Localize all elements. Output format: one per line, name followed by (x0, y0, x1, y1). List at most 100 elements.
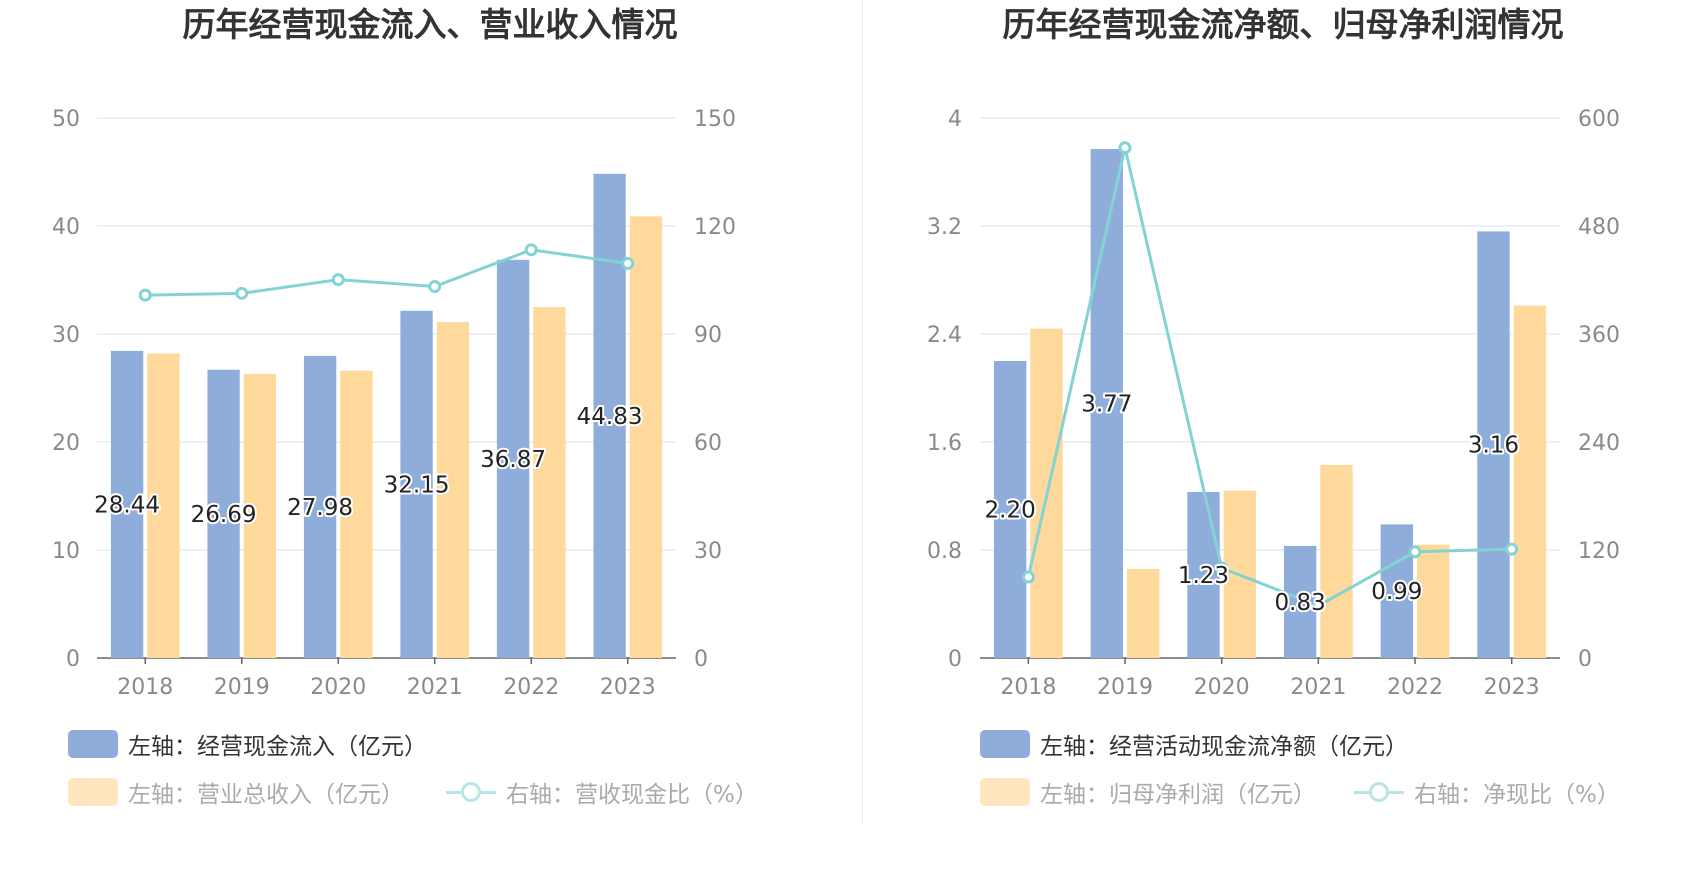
line-point (1505, 542, 1519, 556)
chart-title: 历年经营现金流净额、归母净利润情况 (1002, 5, 1564, 44)
legend-swatch-bar (980, 778, 1030, 806)
bar-series-2 (1127, 568, 1160, 658)
data-label: 27.98 (287, 495, 353, 521)
y-right-tick-label: 360 (1578, 323, 1620, 348)
legend-swatch-bar (980, 730, 1030, 758)
bar-series-2 (1417, 544, 1450, 658)
data-label: 36.87 (480, 447, 546, 473)
bar-series-2 (1320, 464, 1353, 658)
line-point (1408, 545, 1422, 559)
bar-series-2 (243, 373, 277, 658)
x-tick-label: 2022 (1387, 675, 1443, 700)
legend-item-cash-inflow[interactable]: 左轴：经营现金流入（亿元） (68, 728, 427, 760)
data-label: 28.44 (94, 492, 160, 518)
y-right-tick-label: 480 (1578, 215, 1620, 240)
bar-series-1 (1187, 491, 1220, 658)
y-left-tick-label: 1.6 (927, 431, 962, 456)
data-label: 1.23 (1178, 563, 1229, 589)
y-right-tick-label: 240 (1578, 431, 1620, 456)
y-right-tick-label: 90 (694, 323, 722, 348)
y-left-tick-label: 20 (52, 431, 80, 456)
x-tick-label: 2018 (117, 675, 173, 700)
y-right-tick-label: 150 (694, 107, 736, 132)
legend-label: 左轴：经营现金流入（亿元） (128, 734, 427, 760)
y-right-tick-label: 120 (1578, 539, 1620, 564)
x-tick-label: 2019 (214, 675, 270, 700)
panel-divider (862, 0, 863, 826)
legend-item-cash-revenue-ratio[interactable]: 右轴：营收现金比（%） (446, 776, 758, 808)
y-left-tick-label: 0 (66, 647, 80, 672)
x-tick-label: 2021 (407, 675, 463, 700)
legend-swatch-bar (68, 778, 118, 806)
bar-series-1 (1380, 524, 1413, 658)
legend-label: 左轴：经营活动现金流净额（亿元） (1040, 734, 1408, 760)
bar-series-2 (340, 370, 373, 658)
legend-swatch-line (1354, 778, 1404, 806)
x-tick-label: 2020 (1194, 675, 1250, 700)
x-tick-label: 2021 (1290, 675, 1346, 700)
line-point (524, 243, 538, 257)
data-label: 0.99 (1371, 579, 1422, 605)
legend-label: 右轴：净现比（%） (1414, 782, 1620, 808)
data-label: 32.15 (384, 472, 450, 498)
chart-plot-area: 0 0 10 30 20 60 30 90 40 120 50 150 2018 2019 2020 2021… (52, 107, 736, 700)
x-tick-label: 2020 (310, 675, 366, 700)
bar-series-1 (207, 369, 240, 658)
y-right-tick-label: 0 (1578, 647, 1592, 672)
bar-series-1 (400, 310, 433, 658)
x-tick-label: 2023 (600, 675, 656, 700)
y-right-tick-label: 600 (1578, 107, 1620, 132)
line-point (331, 273, 345, 287)
bar-series-1 (1477, 231, 1510, 658)
legend-item-net-cashflow[interactable]: 左轴：经营活动现金流净额（亿元） (980, 728, 1408, 760)
bar-series-1 (993, 361, 1027, 658)
y-left-tick-label: 10 (52, 539, 80, 564)
data-label: 3.16 (1468, 433, 1519, 459)
line-point (428, 279, 442, 293)
line-point (235, 286, 249, 300)
chart-title: 历年经营现金流入、营业收入情况 (182, 5, 678, 44)
y-left-tick-label: 3.2 (927, 215, 962, 240)
data-label: 2.20 (985, 498, 1036, 524)
y-left-tick-label: 0 (948, 647, 962, 672)
y-left-tick-label: 40 (52, 215, 80, 240)
data-label: 44.83 (577, 404, 643, 430)
bar-series-1 (593, 173, 626, 658)
line-point (1118, 141, 1132, 155)
bar-series-2 (1513, 305, 1547, 658)
legend-swatch-bar (68, 730, 118, 758)
chart-panel-net-cashflow-profit: 历年经营现金流净额、归母净利润情况 0 0 0.8 120 1.6 240 2.4 360 3.… (866, 0, 1700, 874)
bar-series-1 (110, 350, 144, 658)
y-right-tick-label: 120 (694, 215, 736, 240)
bar-series-2 (533, 307, 566, 658)
chart-plot-area: 0 0 0.8 120 1.6 240 2.4 360 3.2 480 4 600 2018 2019 20… (927, 107, 1620, 700)
legend-item-revenue[interactable]: 左轴：营业总收入（亿元） (68, 776, 404, 808)
y-left-tick-label: 50 (52, 107, 80, 132)
bar-series-1 (303, 355, 337, 658)
legend-label: 右轴：营收现金比（%） (506, 782, 758, 808)
y-left-tick-label: 0.8 (927, 539, 962, 564)
legend-item-net-cash-ratio[interactable]: 右轴：净现比（%） (1354, 776, 1620, 808)
y-right-tick-label: 0 (694, 647, 708, 672)
x-tick-label: 2019 (1097, 675, 1153, 700)
legend-swatch-line (446, 778, 496, 806)
x-tick-label: 2023 (1484, 675, 1540, 700)
data-label: 26.69 (191, 502, 257, 528)
data-label: 3.77 (1081, 392, 1132, 418)
y-left-tick-label: 4 (948, 107, 962, 132)
y-left-tick-label: 2.4 (927, 323, 962, 348)
bar-series-2 (147, 353, 180, 658)
bar-series-2 (629, 216, 663, 658)
y-right-tick-label: 30 (694, 539, 722, 564)
line-point (1021, 570, 1035, 584)
y-left-tick-label: 30 (52, 323, 80, 348)
chart-panel-cash-inflow-revenue: 历年经营现金流入、营业收入情况 0 0 10 30 20 60 30 90 40 120 50 150… (52, 5, 758, 808)
x-tick-label: 2018 (1000, 675, 1056, 700)
line-point (1311, 599, 1325, 613)
line-series (145, 248, 628, 297)
legend-item-net-profit[interactable]: 左轴：归母净利润（亿元） (980, 776, 1316, 808)
legend-label: 左轴：营业总收入（亿元） (128, 782, 404, 808)
line-point (1215, 561, 1229, 575)
bar-series-2 (436, 322, 470, 658)
data-label: 0.83 (1275, 590, 1326, 616)
